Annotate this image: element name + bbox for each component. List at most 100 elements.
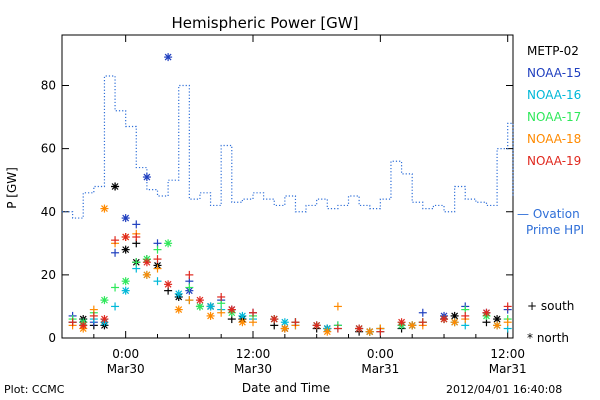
south-point	[418, 308, 427, 317]
north-point	[397, 318, 406, 327]
legend-series-noaa-15: NOAA-15	[527, 66, 581, 80]
legend-marker-south: + south	[527, 299, 574, 313]
chart-title: Hemispheric Power [GW]	[172, 14, 359, 32]
y-tick-label: 20	[41, 268, 56, 282]
x-tick-time-label: 12:00	[490, 347, 525, 361]
north-point	[100, 204, 109, 213]
north-point	[195, 302, 204, 311]
x-tick-date-label: Mar30	[234, 362, 272, 376]
south-point	[68, 318, 77, 327]
x-tick-time-label: 0:00	[112, 347, 139, 361]
north-point	[227, 305, 236, 314]
legend-series-metp-02: METP-02	[527, 44, 579, 58]
legend-ovation-line1: — Ovation	[517, 207, 580, 221]
legend-series-noaa-16: NOAA-16	[527, 88, 581, 102]
north-point	[365, 327, 374, 336]
north-point	[100, 315, 109, 324]
north-point	[206, 311, 215, 320]
legend-marker-north: * north	[527, 331, 569, 345]
data-points-layer	[68, 53, 512, 336]
north-point	[323, 327, 332, 336]
south-point	[333, 302, 342, 311]
y-axis-label: P [GW]	[5, 167, 19, 209]
south-point	[333, 324, 342, 333]
north-point	[408, 321, 417, 330]
south-point	[153, 277, 162, 286]
y-tick-label: 60	[41, 142, 56, 156]
south-point	[185, 283, 194, 292]
south-point	[217, 292, 226, 301]
legend: METP-02 NOAA-15 NOAA-16 NOAA-17 NOAA-18 NOAA-…	[517, 44, 584, 345]
north-point	[312, 321, 321, 330]
south-point	[132, 258, 141, 267]
north-point	[121, 214, 130, 223]
x-tick-time-label: 0:00	[367, 347, 394, 361]
south-point	[111, 283, 120, 292]
north-point	[111, 182, 120, 191]
south-point	[111, 236, 120, 245]
y-tick-label: 80	[41, 79, 56, 93]
south-point	[185, 296, 194, 305]
ovation-hpi-layer	[62, 75, 514, 219]
south-point	[153, 255, 162, 264]
north-point	[174, 289, 183, 298]
x-tick-date-label: Mar31	[489, 362, 527, 376]
south-point	[376, 327, 385, 336]
plot-credit: Plot: CCMC	[4, 383, 65, 396]
south-point	[418, 318, 427, 327]
north-point	[121, 233, 130, 241]
south-point	[153, 245, 162, 254]
x-tick-date-label: Mar31	[361, 362, 399, 376]
north-point	[121, 286, 130, 295]
y-tick-label: 0	[48, 331, 56, 345]
north-point	[355, 324, 364, 333]
north-point	[174, 305, 183, 314]
south-point	[89, 311, 98, 320]
legend-ovation-line2: Prime HPI	[526, 223, 584, 237]
north-point	[195, 296, 204, 305]
legend-series-noaa-18: NOAA-18	[527, 132, 581, 146]
north-point	[440, 315, 449, 324]
south-point	[111, 302, 120, 311]
north-point	[142, 173, 151, 182]
south-point	[461, 311, 470, 320]
north-point	[164, 53, 173, 62]
south-point	[291, 318, 300, 327]
south-point	[132, 220, 141, 229]
north-point	[450, 318, 459, 327]
north-point	[493, 315, 502, 324]
north-point	[121, 277, 130, 286]
south-point	[111, 248, 120, 257]
x-axis-label: Date and Time	[242, 381, 330, 395]
plot-frame	[61, 34, 514, 339]
north-point	[100, 296, 109, 305]
south-point	[217, 308, 226, 317]
x-tick-date-label: Mar30	[107, 362, 145, 376]
north-point	[493, 321, 502, 330]
south-point	[185, 270, 194, 279]
north-point	[206, 302, 215, 311]
x-tick-time-label: 12:00	[236, 347, 271, 361]
north-point	[482, 308, 491, 317]
north-point	[79, 321, 88, 330]
north-point	[164, 280, 173, 289]
legend-series-noaa-17: NOAA-17	[527, 110, 581, 124]
south-point	[503, 302, 512, 311]
legend-series-noaa-19: NOAA-19	[527, 154, 581, 168]
south-point	[249, 308, 258, 317]
ovation-hpi-line	[62, 75, 514, 219]
south-point	[249, 318, 258, 327]
north-point	[280, 324, 289, 333]
north-point	[164, 239, 173, 248]
south-point	[132, 233, 141, 241]
y-axis-ticks: 0 20 40 60 80	[41, 79, 513, 345]
south-point	[153, 264, 162, 273]
north-point	[270, 315, 279, 324]
timestamp: 2012/04/01 16:40:08	[446, 383, 563, 396]
north-point	[142, 258, 151, 267]
south-point	[503, 318, 512, 327]
north-point	[142, 270, 151, 279]
north-point	[238, 318, 247, 327]
